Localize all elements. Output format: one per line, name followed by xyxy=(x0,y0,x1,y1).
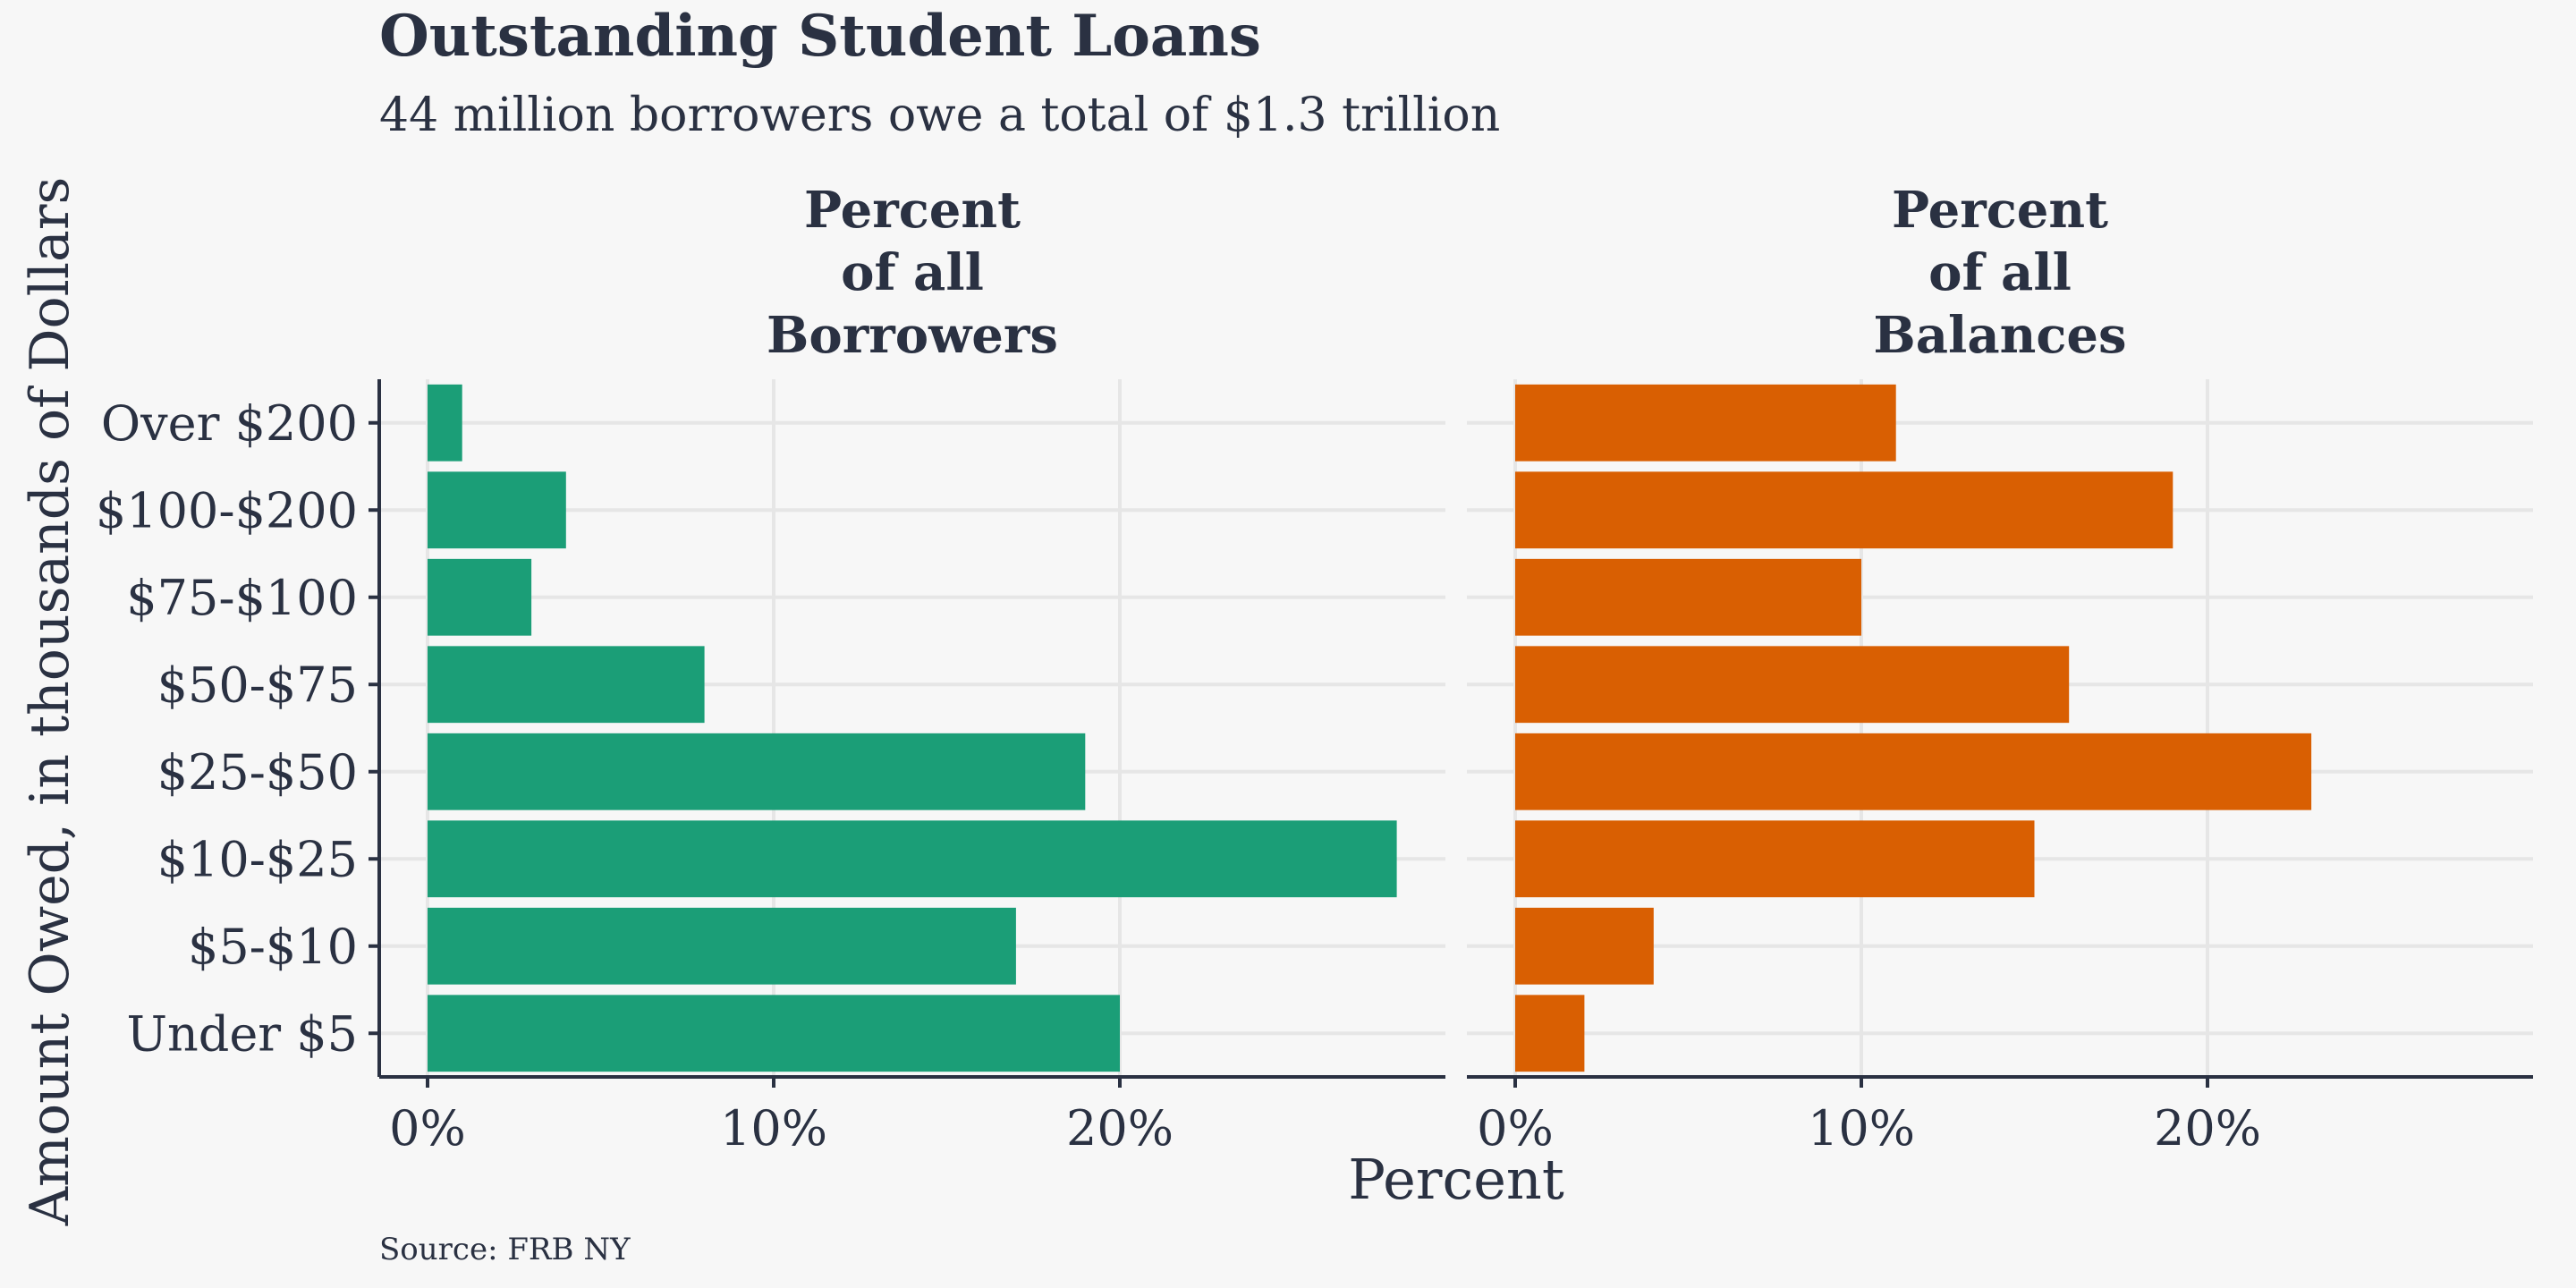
x-tick-label: 0% xyxy=(1477,1100,1554,1157)
bar-1-1 xyxy=(428,995,1120,1072)
y-tick-label: Over $200 xyxy=(101,395,358,452)
bar-1-2 xyxy=(428,907,1016,985)
panel-title-line: Balances xyxy=(1873,306,2126,365)
panel-title-line: Percent xyxy=(804,181,1021,240)
panel-1: Percent of all Borrowers 0% 10% 20% Under $5 $5… xyxy=(96,181,1445,1157)
x-tick-label: 20% xyxy=(1066,1100,1174,1157)
bar-2-1 xyxy=(1515,995,1585,1072)
chart-caption: Source: FRB NY xyxy=(379,1232,631,1267)
bar-2-6 xyxy=(1515,558,1861,636)
x-tick-label: 10% xyxy=(1808,1100,1915,1157)
y-axis-label: Amount Owed, in thousands of Dollars xyxy=(19,177,81,1227)
panel-title-line: of all xyxy=(1928,243,2072,302)
panel-title: Percent of all Balances xyxy=(1873,181,2126,365)
bar-2-3 xyxy=(1515,820,2035,898)
chart-subtitle: 44 million borrowers owe a total of $1.3… xyxy=(379,89,1500,142)
y-tick-label: $100-$200 xyxy=(96,482,358,538)
bar-1-7 xyxy=(428,471,566,549)
y-tick-label: $50-$75 xyxy=(157,657,358,713)
x-tick-label: 20% xyxy=(2154,1100,2261,1157)
panel-title-line: Percent xyxy=(1892,181,2108,240)
y-tick-label: Under $5 xyxy=(126,1005,358,1062)
y-tick-label: $5-$10 xyxy=(188,919,358,975)
panel-2: Percent of all Balances 0% 10% 20% xyxy=(1467,181,2533,1157)
bar-1-3 xyxy=(428,820,1397,898)
bar-1-5 xyxy=(428,646,705,724)
bar-2-4 xyxy=(1515,733,2312,810)
panel-title-line: of all xyxy=(841,243,984,302)
bar-2-8 xyxy=(1515,384,1896,462)
y-tick-label: $10-$25 xyxy=(157,831,358,887)
x-tick-label: 10% xyxy=(720,1100,827,1157)
chart-title: Outstanding Student Loans xyxy=(379,3,1261,70)
bar-1-8 xyxy=(428,384,462,462)
x-tick-label: 0% xyxy=(389,1100,466,1157)
x-axis-label: Percent xyxy=(1348,1147,1564,1212)
bar-2-7 xyxy=(1515,471,2174,549)
panel-title-line: Borrowers xyxy=(767,306,1058,365)
y-tick-label: $25-$50 xyxy=(157,744,358,801)
panel-title: Percent of all Borrowers xyxy=(767,181,1058,365)
bar-1-6 xyxy=(428,558,532,636)
bar-2-2 xyxy=(1515,907,1654,985)
bar-1-4 xyxy=(428,733,1086,810)
bar-2-5 xyxy=(1515,646,2070,724)
y-tick-label: $75-$100 xyxy=(126,570,358,626)
